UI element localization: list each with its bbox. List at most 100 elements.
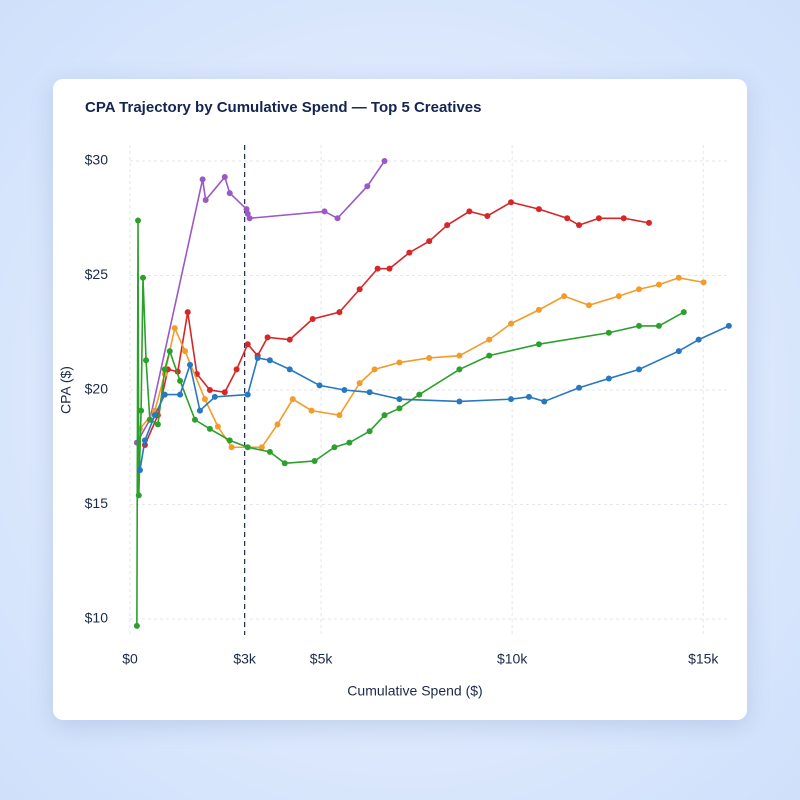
data-point [426,354,433,361]
data-point [206,387,213,393]
y-tick-label: $15 [85,495,109,511]
data-point [244,391,251,398]
data-point [396,405,403,412]
data-point [281,460,288,467]
data-point [386,265,393,272]
data-point [244,341,251,348]
data-point [336,412,343,419]
data-point [456,366,463,373]
data-point [184,309,191,316]
x-tick-label: $5k [310,651,334,667]
data-point [258,444,265,451]
data-point [535,206,542,213]
data-point [366,389,373,396]
data-point [286,336,293,343]
data-point [177,391,184,398]
data-point [396,396,403,403]
data-point [406,249,413,256]
x-tick-label: $15k [688,651,719,667]
data-point [585,302,592,309]
data-point [161,366,168,373]
y-tick-label: $30 [85,152,109,168]
data-point [396,359,403,366]
data-point [141,437,148,444]
data-point [371,366,378,373]
data-point [166,348,173,355]
data-point [675,348,682,355]
data-point [266,448,273,455]
data-point [211,393,218,400]
data-point [187,361,193,368]
x-axis-label: Cumulative Spend ($) [347,683,482,699]
data-point [336,309,343,316]
data-point [381,412,388,419]
data-point [356,380,363,387]
data-point [655,322,662,329]
data-point [346,439,353,446]
data-point [605,375,612,382]
data-point [615,293,622,300]
y-tick-label: $25 [85,266,109,282]
data-point [221,174,228,181]
data-point [576,384,583,391]
data-point [289,396,296,403]
data-point [177,377,184,384]
data-point [243,206,250,213]
data-point [595,215,602,222]
x-tick-label: $10k [497,651,528,667]
data-point [146,416,153,423]
data-point [725,322,732,329]
data-point [154,421,161,428]
data-point [233,366,240,373]
data-point [143,357,150,364]
data-point [508,199,515,206]
data-point [366,428,373,435]
data-point [138,407,145,414]
data-point [444,222,451,229]
data-point [201,396,208,403]
data-point [374,265,381,272]
chart-title: CPA Trajectory by Cumulative Spend — Top… [85,99,482,116]
data-point [161,391,168,398]
data-point [244,444,251,451]
data-point [356,286,363,293]
data-point [221,389,228,396]
data-point [321,208,328,215]
data-point [508,396,515,403]
series-line [139,325,730,471]
data-point [620,215,627,222]
data-point [133,622,140,629]
data-point [486,336,493,343]
data-point [535,306,542,313]
data-point [244,210,251,217]
data-point [484,212,491,219]
data-point [151,412,158,419]
data-point [426,238,433,245]
data-point [466,208,473,215]
data-point [364,183,371,190]
series-line [136,220,685,626]
data-point [341,387,348,393]
data-point [182,348,189,355]
data-point [576,222,583,229]
data-point [416,391,423,398]
data-point [636,366,643,373]
data-point [655,281,662,288]
data-point [561,293,568,300]
y-tick-label: $20 [85,381,109,397]
data-point [675,274,682,281]
data-point [228,444,235,451]
data-point [214,423,221,430]
data-point [695,336,702,343]
data-point [456,352,463,359]
x-tick-label: $3k [233,651,257,667]
series-line [144,201,650,446]
y-tick-label: $10 [85,610,109,626]
data-point [266,357,273,364]
data-point [202,196,209,203]
data-point [196,407,203,414]
data-point [311,457,318,464]
data-point [136,467,143,474]
